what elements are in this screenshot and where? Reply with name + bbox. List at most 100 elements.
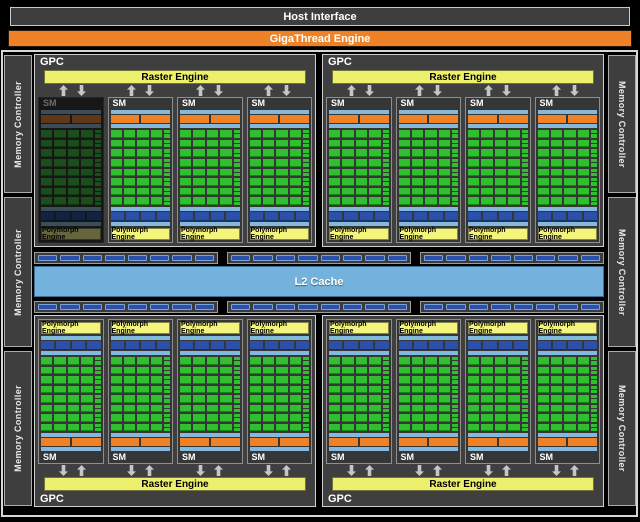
cuda-core-cell <box>137 197 149 205</box>
sm-label: SM <box>182 98 196 108</box>
core-mini-cell <box>591 427 597 431</box>
bus-segment <box>38 304 58 310</box>
core-mini-cell <box>94 143 101 148</box>
cuda-core-cell <box>67 395 80 403</box>
cuda-core-cell <box>54 366 66 374</box>
cuda-core-cell <box>355 139 368 148</box>
cuda-core-cell <box>249 139 261 148</box>
cuda-core-cell <box>81 423 93 431</box>
core-mini-cell <box>303 380 309 384</box>
core-mini-cell <box>521 192 528 196</box>
cuda-core-cell <box>342 423 354 431</box>
cuda-core-cell <box>41 130 53 138</box>
sm-block: SM Polymorph Engine <box>534 319 600 464</box>
cuda-core-cell <box>110 168 122 177</box>
down-arrow-icon <box>127 465 137 476</box>
cuda-core-cell <box>398 158 410 167</box>
lightblue-bar <box>398 447 458 451</box>
orange-segment <box>141 115 170 123</box>
lightblue-bar <box>398 433 458 437</box>
core-mini-cell <box>303 427 309 431</box>
cuda-core-cell <box>398 395 410 403</box>
core-mini-column <box>382 187 389 196</box>
blue-segment <box>264 341 279 350</box>
cuda-core-cell <box>276 178 288 186</box>
blue-segment <box>110 212 124 221</box>
core-mini-cell <box>303 168 309 172</box>
cuda-core-cell <box>123 376 136 384</box>
core-mini-cell <box>452 408 458 412</box>
cuda-core-cell <box>508 366 520 374</box>
down-arrow-icon <box>433 85 443 96</box>
lightblue-bar <box>468 447 528 451</box>
arrow-pair <box>395 84 464 97</box>
orange-segment <box>568 438 597 446</box>
lightblue-bar <box>110 124 170 128</box>
cuda-core-cell <box>342 168 354 177</box>
cuda-core-cell <box>564 197 576 205</box>
cuda-core-cell <box>329 149 341 157</box>
cuda-core-cell <box>508 395 520 403</box>
orange-segment-row <box>468 115 528 123</box>
cuda-core-cell <box>425 139 437 148</box>
core-mini-cell <box>382 389 389 393</box>
core-mini-cell <box>452 130 458 134</box>
blue-segment <box>498 341 513 350</box>
cuda-core-cell <box>249 187 261 196</box>
cuda-core-cell <box>342 178 354 186</box>
orange-segment <box>429 115 458 123</box>
raster-engine-bar: Raster Engine <box>332 477 594 491</box>
bus-segment <box>194 304 214 310</box>
cuda-core-cell <box>355 158 368 167</box>
blue-segment <box>468 341 482 350</box>
cuda-core-cell <box>508 376 520 384</box>
core-mini-cell <box>164 172 170 177</box>
gpc-bottom-left: GPC Raster Engine SM Polymorph Engine SM Poly… <box>34 315 316 507</box>
cuda-core-cell <box>508 404 520 412</box>
core-mini-column <box>521 423 528 431</box>
blue-segment <box>125 212 140 221</box>
core-mini-column <box>233 357 240 365</box>
core-mini-column <box>164 187 170 196</box>
cuda-core-cell <box>508 178 520 186</box>
cuda-core-cell <box>494 178 507 186</box>
bus-segment <box>231 255 251 261</box>
cuda-core-cell <box>193 414 205 422</box>
cuda-core-cell <box>193 149 205 157</box>
lightblue-bar <box>41 433 101 437</box>
sm-label: SM <box>43 98 57 108</box>
cuda-core-cell <box>329 187 341 196</box>
cuda-core-cell <box>438 139 450 148</box>
blue-segment <box>344 212 358 221</box>
core-mini-cell <box>94 201 101 205</box>
core-mini-cell <box>521 385 528 389</box>
cuda-core-cell <box>411 423 424 431</box>
core-mini-cell <box>382 130 389 134</box>
cuda-core-cell <box>329 423 341 431</box>
cuda-core-cell <box>577 395 589 403</box>
blue-segment-row <box>398 341 458 350</box>
core-mini-cell <box>382 418 389 422</box>
sm-block: SM Polymorph Engine <box>326 97 392 243</box>
core-mini-cell <box>94 172 101 177</box>
sm-label: SM <box>182 452 196 462</box>
arrow-pair <box>326 464 395 477</box>
cuda-core-cell <box>289 376 301 384</box>
cuda-core-cell <box>438 197 450 205</box>
cuda-core-cell <box>67 149 80 157</box>
cuda-core-cell <box>81 404 93 412</box>
core-mini-cell <box>164 414 170 418</box>
polymorph-engine-bar: Polymorph Engine <box>180 227 240 241</box>
core-mini-cell <box>233 427 240 431</box>
cuda-core-cell <box>123 158 136 167</box>
cuda-core-cell <box>276 139 288 148</box>
cuda-core-cell <box>425 130 437 138</box>
core-mini-column <box>521 395 528 403</box>
core-mini-cell <box>452 423 458 427</box>
core-mini-cell <box>94 427 101 431</box>
core-mini-column <box>521 149 528 157</box>
cuda-core-cell <box>81 357 93 365</box>
cuda-core-grid <box>41 130 101 205</box>
gpc-top-left: GPC Raster Engine SM Polymorph Engine SM Poly… <box>34 54 316 247</box>
core-mini-cell <box>94 163 101 167</box>
